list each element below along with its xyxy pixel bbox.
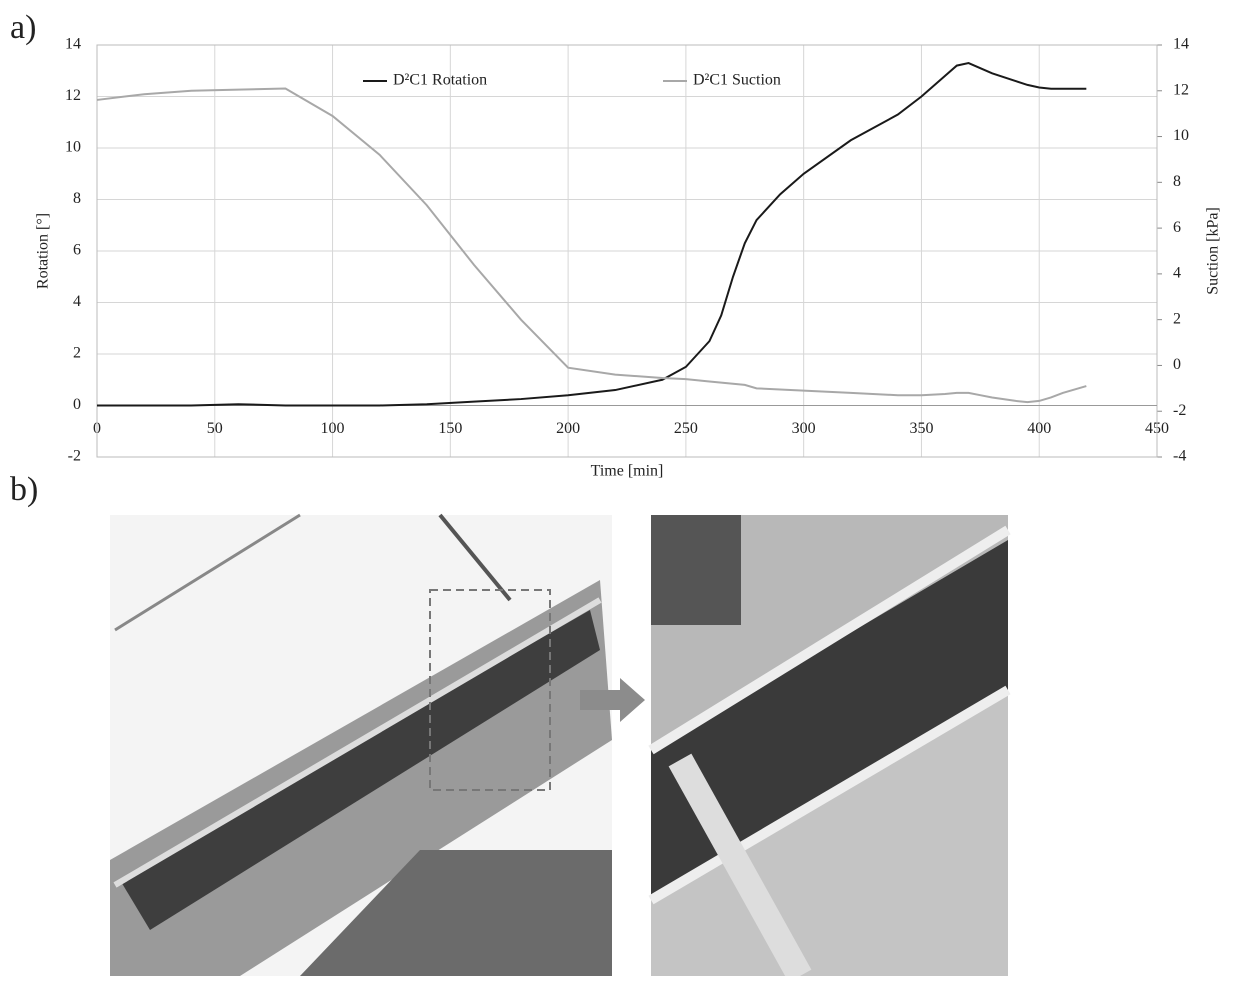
series-line [97,88,1086,402]
y2-tick-label: 10 [1173,127,1189,144]
panel-label: a) [10,9,36,46]
y-tick-label: 12 [65,87,81,104]
y-axis-label: Rotation [°] [35,213,52,289]
x-tick-label: 400 [1027,420,1051,437]
x-tick-label: 200 [556,420,580,437]
legend-label: D²C1 Rotation [393,72,487,89]
y2-axis-label: Suction [kPa] [1205,207,1222,295]
figure: a) b) Time [min] Rotation [°] Suction [k… [0,0,1233,976]
y-tick-label: 4 [73,293,81,310]
y2-tick-label: 8 [1173,173,1181,190]
y2-tick-label: 4 [1173,265,1181,282]
y2-tick-label: 14 [1173,36,1189,53]
y-tick-label: 0 [73,396,81,413]
y2-tick-label: -2 [1173,402,1186,419]
y2-tick-label: 12 [1173,81,1189,98]
photo-right [651,515,1008,976]
x-tick-label: 250 [674,420,698,437]
x-axis-label: Time [min] [591,463,664,480]
y-tick-label: 10 [65,139,81,156]
y2-tick-label: 2 [1173,310,1181,327]
y2-tick-label: -4 [1173,448,1186,465]
legend-label: D²C1 Suction [693,72,781,89]
panel-label: b) [10,471,38,508]
photo-left [110,515,612,976]
y2-tick-label: 6 [1173,219,1181,236]
y2-tick-label: 0 [1173,356,1181,373]
x-tick-label: 150 [438,420,462,437]
x-tick-label: 50 [207,420,223,437]
x-tick-label: 300 [792,420,816,437]
x-tick-label: 100 [321,420,345,437]
x-tick-label: 350 [909,420,933,437]
y-tick-label: 6 [73,242,81,259]
y-tick-label: 14 [65,36,81,53]
y-tick-label: -2 [68,448,81,465]
y-tick-label: 2 [73,345,81,362]
y-tick-label: 8 [73,190,81,207]
